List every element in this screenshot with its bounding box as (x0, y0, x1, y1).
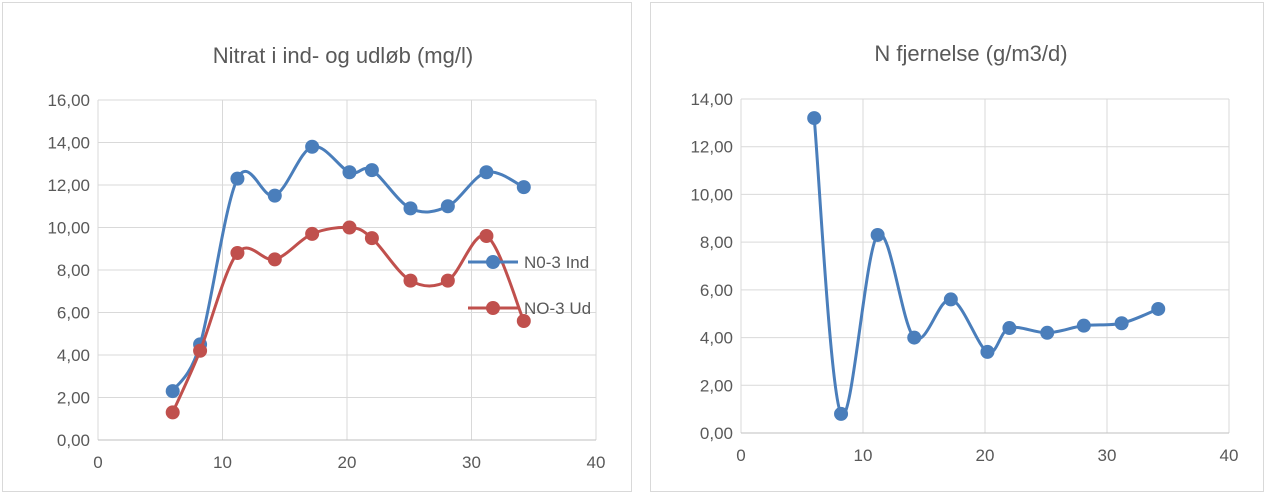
y-tick-label: 10,00 (690, 185, 733, 204)
x-tick-label: 0 (93, 453, 102, 472)
data-point (193, 343, 208, 358)
x-tick-label: 40 (587, 453, 606, 472)
data-point (342, 220, 357, 235)
chart-n-fjernelse: N fjernelse (g/m3/d) 0,00 2,00 4,00 6,00 8,00… (650, 2, 1264, 492)
data-point (479, 229, 494, 243)
y-tick-label: 14,00 (47, 134, 90, 153)
y-tick-label: 16,00 (47, 91, 90, 110)
y-tick-label: 2,00 (57, 389, 90, 408)
x-tick-label: 0 (736, 446, 745, 465)
y-tick-label: 0,00 (700, 424, 733, 443)
y-tick-label: 12,00 (690, 138, 733, 157)
data-point (364, 231, 379, 246)
data-point (305, 226, 320, 241)
y-tick-label: 8,00 (57, 261, 90, 280)
data-point (1114, 316, 1129, 331)
data-point (834, 406, 849, 421)
data-point (267, 252, 282, 267)
data-point (1076, 318, 1091, 333)
data-point (267, 188, 282, 203)
data-point (943, 292, 958, 307)
data-point (516, 180, 531, 195)
data-point (907, 330, 922, 345)
y-tick-label: 10,00 (47, 219, 90, 238)
data-point (440, 273, 455, 288)
legend-label: NO-3 Ud (524, 299, 591, 318)
data-point (1040, 325, 1055, 340)
chart-title: N fjernelse (g/m3/d) (874, 41, 1067, 66)
y-tick-label: 14,00 (690, 90, 733, 109)
y-tick-label: 6,00 (700, 281, 733, 300)
x-tick-label: 30 (462, 453, 481, 472)
x-tick-label: 30 (1098, 446, 1117, 465)
legend-label: N0-3 Ind (524, 253, 589, 272)
y-tick-label: 2,00 (700, 376, 733, 395)
y-tick-label: 0,00 (57, 431, 90, 450)
chart-n-fjernelse-svg: N fjernelse (g/m3/d) 0,00 2,00 4,00 6,00 8,00… (690, 41, 1239, 465)
data-point (165, 405, 180, 420)
data-point (980, 344, 995, 359)
x-tick-label: 10 (213, 453, 232, 472)
x-tick-label: 20 (976, 446, 995, 465)
data-point (1151, 301, 1166, 316)
y-tick-label: 8,00 (700, 233, 733, 252)
chart-title: Nitrat i ind- og udløb (mg/l) (213, 43, 473, 68)
y-tick-label: 4,00 (700, 329, 733, 348)
y-tick-label: 4,00 (57, 346, 90, 365)
legend-marker (486, 301, 500, 315)
x-tick-label: 40 (1220, 446, 1239, 465)
data-point (305, 139, 320, 154)
data-point (516, 314, 531, 328)
data-point (403, 273, 418, 288)
x-tick-label: 10 (854, 446, 873, 465)
chart-nitrat-svg: Nitrat i ind- og udløb (mg/l) 0,00 2,00 4,0… (47, 43, 606, 472)
y-tick-label: 12,00 (47, 176, 90, 195)
data-point (870, 227, 885, 242)
data-point (230, 171, 245, 186)
data-point (403, 201, 418, 216)
data-point (230, 246, 245, 260)
data-point (1002, 321, 1017, 336)
data-point (807, 111, 822, 126)
x-tick-label: 20 (338, 453, 357, 472)
chart-nitrat: Nitrat i ind- og udløb (mg/l) 0,00 2,00 4,0… (2, 2, 632, 492)
data-point (440, 199, 455, 214)
data-point (364, 163, 379, 178)
data-point (165, 384, 180, 399)
legend-marker (486, 255, 500, 269)
data-point (479, 165, 494, 180)
y-tick-label: 6,00 (57, 304, 90, 323)
data-point (342, 165, 357, 180)
